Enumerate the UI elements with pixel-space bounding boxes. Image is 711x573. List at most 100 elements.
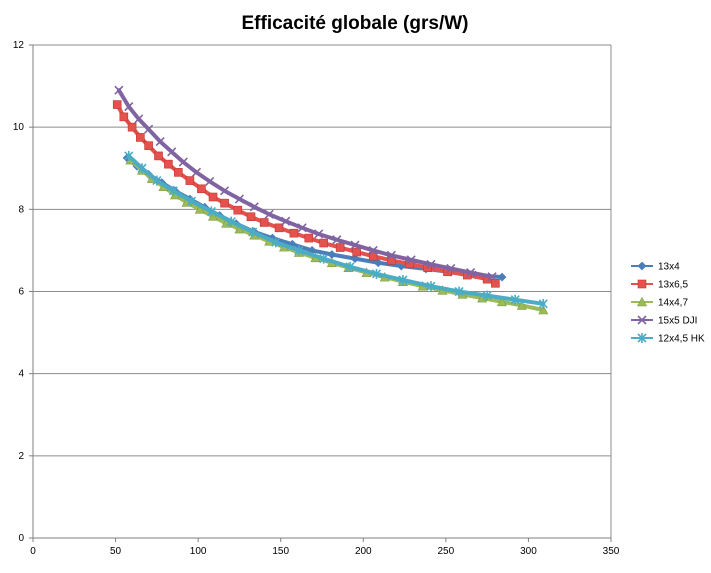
legend-label: 13x4 xyxy=(658,262,680,273)
data-point xyxy=(510,294,520,305)
data-point xyxy=(155,136,165,147)
data-point xyxy=(371,268,382,279)
data-point xyxy=(386,250,396,260)
data-point xyxy=(281,216,291,226)
data-point xyxy=(637,261,647,271)
legend-item: 13x4 xyxy=(631,262,680,273)
data-point xyxy=(487,272,497,282)
data-point xyxy=(220,198,229,208)
data-point xyxy=(304,233,314,243)
data-point xyxy=(497,296,508,307)
data-point xyxy=(637,296,647,307)
legend-item: 14x4,7 xyxy=(631,296,688,309)
data-point xyxy=(516,300,527,310)
data-point xyxy=(259,218,269,227)
data-point xyxy=(233,205,243,215)
y-tick-label: 12 xyxy=(13,40,25,51)
series xyxy=(114,85,497,282)
data-point xyxy=(136,133,145,142)
legend-label: 15x5 DJI xyxy=(658,316,697,327)
y-tick-label: 4 xyxy=(18,369,24,380)
data-point xyxy=(637,279,647,289)
data-point xyxy=(137,163,147,174)
data-point xyxy=(119,112,129,122)
data-point xyxy=(289,228,299,238)
x-tick-label: 100 xyxy=(190,546,207,557)
data-point xyxy=(538,304,549,315)
legend: 13x4 13x6,5 14x4,7 15x5 DJI 12x4,5 HK xyxy=(631,262,705,345)
data-point xyxy=(167,147,177,157)
data-point xyxy=(319,238,328,248)
x-tick-label: 250 xyxy=(438,546,455,557)
data-point xyxy=(178,157,188,167)
chart-title: Efficacité globale (grs/W) xyxy=(242,13,469,34)
y-tick-label: 8 xyxy=(18,204,24,215)
y-tick-label: 0 xyxy=(18,533,24,544)
data-point xyxy=(112,100,122,109)
data-point xyxy=(319,253,329,264)
data-point xyxy=(406,255,416,265)
data-point xyxy=(327,250,337,259)
data-point xyxy=(191,167,202,177)
data-point xyxy=(446,263,456,274)
data-point xyxy=(368,245,378,255)
data-point xyxy=(264,209,274,219)
data-point xyxy=(497,272,507,282)
data-point xyxy=(466,268,476,278)
data-point xyxy=(206,206,216,217)
data-point xyxy=(335,243,345,252)
legend-label: 13x6,5 xyxy=(658,280,688,291)
data-point xyxy=(144,124,154,134)
data-point xyxy=(271,237,281,248)
data-point xyxy=(246,212,256,222)
x-tick-label: 150 xyxy=(272,546,289,557)
data-point xyxy=(637,315,647,325)
axes: 0 2 4 6 8 10 12 0 50 100 150 200 250 300 350 xyxy=(13,40,620,557)
data-point xyxy=(185,176,195,185)
data-point xyxy=(297,223,307,233)
data-point xyxy=(482,290,492,301)
y-tick-label: 10 xyxy=(13,122,25,133)
data-point xyxy=(134,114,144,124)
data-point xyxy=(208,192,218,202)
data-point xyxy=(350,254,360,264)
data-point xyxy=(164,159,173,169)
data-point xyxy=(249,202,259,212)
data-point xyxy=(194,204,205,214)
data-point xyxy=(426,281,436,292)
series xyxy=(124,150,548,309)
x-tick-label: 200 xyxy=(355,546,372,557)
data-point xyxy=(152,175,162,186)
data-point xyxy=(538,298,548,309)
legend-item: 12x4,5 HK xyxy=(631,333,705,345)
data-point xyxy=(154,151,163,161)
data-point xyxy=(637,333,647,343)
data-point xyxy=(332,235,342,245)
x-tick-label: 0 xyxy=(30,546,36,557)
x-tick-label: 300 xyxy=(520,546,537,557)
data-point xyxy=(168,185,178,196)
data-point xyxy=(294,245,304,256)
legend-label: 14x4,7 xyxy=(658,298,688,309)
series-group xyxy=(112,85,549,315)
data-point xyxy=(234,194,244,204)
data-point xyxy=(124,150,134,161)
y-tick-label: 6 xyxy=(18,287,24,298)
data-point xyxy=(124,102,134,112)
data-point xyxy=(220,186,230,196)
data-point xyxy=(114,85,124,95)
data-point xyxy=(144,141,153,150)
data-point xyxy=(373,258,383,268)
data-point xyxy=(345,261,355,272)
data-point xyxy=(350,240,360,250)
y-tick-label: 2 xyxy=(18,451,24,462)
data-point xyxy=(426,259,436,269)
data-point xyxy=(248,226,258,237)
data-point xyxy=(127,122,137,132)
data-point xyxy=(454,286,464,297)
x-tick-label: 350 xyxy=(603,546,620,557)
legend-label: 12x4,5 HK xyxy=(658,334,705,345)
data-point xyxy=(352,247,361,257)
